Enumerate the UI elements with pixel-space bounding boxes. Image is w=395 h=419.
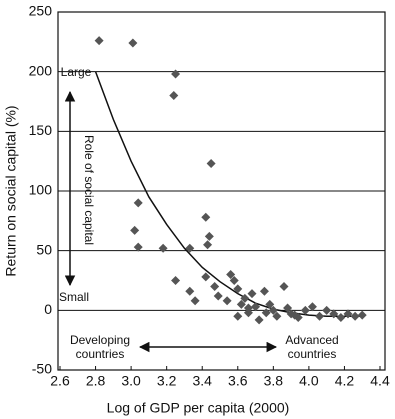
data-point xyxy=(233,284,243,294)
data-point xyxy=(350,311,360,321)
data-point xyxy=(213,291,223,301)
x-tick-label: 3.8 xyxy=(264,373,284,389)
data-point xyxy=(233,311,243,321)
data-point xyxy=(272,311,282,321)
annotation: countries xyxy=(288,347,337,361)
annotation: countries xyxy=(76,347,125,361)
data-point xyxy=(203,240,213,250)
x-tick-label: 3.2 xyxy=(157,373,177,389)
data-point xyxy=(204,231,214,241)
x-tick-label: 3.4 xyxy=(192,373,212,389)
data-point xyxy=(206,159,216,169)
y-axis-title: Return on social capital (%) xyxy=(3,105,19,276)
y-tick-label: 250 xyxy=(29,3,53,19)
annotation: Large xyxy=(61,65,92,79)
data-point xyxy=(279,281,289,291)
x-axis-title: Log of GDP per capita (2000) xyxy=(107,400,290,416)
data-point xyxy=(229,276,239,285)
data-point xyxy=(243,303,253,313)
data-point xyxy=(243,308,253,318)
y-tick-label: 50 xyxy=(36,241,52,257)
data-point xyxy=(133,198,143,208)
data-point xyxy=(283,303,293,313)
y-tick-label: 100 xyxy=(29,182,53,198)
data-point xyxy=(171,69,181,79)
fit-curve xyxy=(94,71,363,318)
data-point xyxy=(190,296,200,306)
data-point xyxy=(169,91,179,101)
x-tick-label: 2.8 xyxy=(86,373,106,389)
data-point xyxy=(265,299,275,309)
data-point xyxy=(329,309,339,319)
annotation: Small xyxy=(59,290,89,304)
data-point xyxy=(300,305,310,315)
data-point xyxy=(336,312,346,322)
x-tick-label: 3.0 xyxy=(121,373,141,389)
data-point xyxy=(201,272,211,282)
data-point xyxy=(133,242,143,252)
data-point xyxy=(307,302,317,312)
data-point xyxy=(128,38,138,48)
data-point xyxy=(322,305,332,315)
data-point xyxy=(171,276,181,285)
data-point xyxy=(259,286,269,296)
annotation: Role of social capital xyxy=(82,135,96,245)
data-point xyxy=(185,243,195,253)
data-point xyxy=(251,302,261,312)
x-tick-label: 4.0 xyxy=(299,373,319,389)
x-tick-label: 4.2 xyxy=(335,373,355,389)
x-tick-label: 2.6 xyxy=(50,373,70,389)
data-point xyxy=(236,299,246,309)
data-point xyxy=(247,289,257,299)
x-tick-label: 3.6 xyxy=(228,373,248,389)
data-point xyxy=(290,310,300,320)
annotation: Developing xyxy=(70,333,130,347)
data-point xyxy=(343,309,353,319)
data-point xyxy=(357,310,367,320)
data-point xyxy=(222,296,232,306)
data-point xyxy=(201,212,211,222)
data-point xyxy=(185,286,195,296)
data-point xyxy=(210,281,220,291)
y-tick-label: 200 xyxy=(29,62,53,78)
data-point xyxy=(315,311,325,321)
annotation: Advanced xyxy=(285,333,338,347)
data-point xyxy=(94,36,104,46)
data-point xyxy=(261,308,271,318)
data-point xyxy=(130,225,140,235)
data-point xyxy=(240,293,250,303)
y-tick-label: 150 xyxy=(29,122,53,138)
x-tick-label: 4.4 xyxy=(370,373,390,389)
data-point xyxy=(226,270,236,280)
data-point xyxy=(254,315,264,325)
data-point xyxy=(158,243,168,253)
data-point xyxy=(268,305,278,315)
y-tick-label: -50 xyxy=(32,361,52,377)
y-tick-label: 0 xyxy=(44,301,52,317)
